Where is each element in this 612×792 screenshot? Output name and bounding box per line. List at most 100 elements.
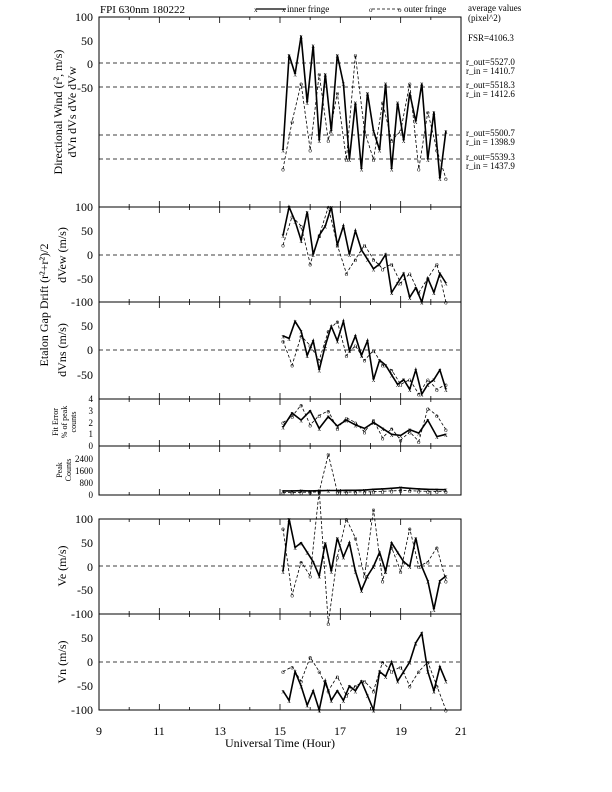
inner-fringe-point: x (420, 299, 424, 307)
outer-fringe-point: o (372, 488, 376, 496)
inner-fringe-point: x (299, 683, 303, 691)
inner-fringe-point: x (305, 549, 309, 557)
outer-fringe-point: o (408, 487, 412, 495)
ytick-label: 50 (81, 34, 93, 48)
outer-fringe-point: o (327, 687, 331, 695)
outer-fringe-point: o (308, 261, 312, 269)
inner-fringe-point: x (402, 270, 406, 278)
outer-fringe-point: o (381, 99, 385, 107)
inner-fringe-point: x (342, 318, 346, 326)
outer-fringe-point: o (363, 242, 367, 250)
outer-fringe-point: o (444, 577, 448, 585)
inner-fringe-point: x (384, 80, 388, 88)
outer-fringe-point: o (399, 280, 403, 288)
outer-fringe-point: o (290, 213, 294, 221)
outer-fringe-point: o (354, 683, 358, 691)
outer-fringe-point: o (345, 516, 349, 524)
inner-fringe-point: x (390, 431, 394, 439)
outer-fringe-point: o (327, 620, 331, 628)
yticks-ve: 100 50 0 -50 -100 (71, 512, 93, 621)
inner-fringe-point: x (342, 223, 346, 231)
inner-fringe-point: x (305, 208, 309, 216)
outer-fringe-point: o (435, 261, 439, 269)
ytick-label: 50 (81, 224, 93, 238)
outer-fringe-point: o (290, 413, 294, 421)
outer-fringe-point: o (354, 488, 358, 496)
inner-fringe-point: x (372, 128, 376, 136)
inner-fringe-point: x (287, 335, 291, 343)
inner-fringe-point: x (311, 687, 315, 695)
outer-fringe-line-directional_wind (282, 54, 447, 179)
legend-avg-unit: (pixel^2) (468, 13, 501, 23)
inner-fringe-point: x (426, 486, 430, 494)
inner-fringe-point: x (366, 692, 370, 700)
xtick-label: 9 (96, 724, 102, 738)
inner-fringe-point: x (342, 80, 346, 88)
outer-fringe-point: o (345, 156, 349, 164)
inner-fringe-point: x (366, 573, 370, 581)
outer-fringe-point: o (399, 381, 403, 389)
inner-fringe-line-dVns (282, 318, 447, 397)
outer-fringe-point: o (435, 488, 439, 496)
inner-fringe-point: x (281, 568, 285, 576)
outer-fringe-point: o (372, 417, 376, 425)
inner-fringe-point: x (287, 697, 291, 705)
inner-fringe-point: x (345, 487, 349, 495)
r-out-north: r_out=5539.3 (466, 152, 515, 162)
inner-fringe-point: x (399, 432, 403, 440)
outer-fringe-point: o (299, 223, 303, 231)
inner-fringe-line-peak_counts (283, 486, 446, 492)
fsr-annotation: FSR=4106.3 (468, 33, 514, 43)
inner-fringe-point: x (281, 424, 285, 432)
ytick-label: -100 (71, 703, 93, 717)
inner-fringe-point: x (299, 328, 303, 336)
outer-fringe-point: o (336, 673, 340, 681)
inner-fringe-point: x (414, 284, 418, 292)
outer-fringe-point: o (435, 386, 439, 394)
inner-fringe-point: x (408, 563, 412, 571)
inner-fringe-point: x (327, 413, 331, 421)
outer-fringe-point: o (408, 428, 412, 436)
inner-fringe-point: x (311, 42, 315, 50)
legend-avg-label: average values (468, 3, 522, 13)
inner-fringe-point: x (366, 90, 370, 98)
inner-fringe-point: x (342, 697, 346, 705)
inner-fringe-point: x (330, 204, 334, 212)
inner-fringe-point: x (396, 678, 400, 686)
inner-fringe-point: x (299, 487, 303, 495)
chart-title: FPI 630nm 180222 (100, 4, 185, 16)
outer-fringe-point: o (299, 332, 303, 340)
inner-fringe-point: x (348, 251, 352, 259)
inner-fringe-point: x (336, 535, 340, 543)
inner-fringe-point: x (432, 687, 436, 695)
inner-fringe-point: x (384, 568, 388, 576)
outer-fringe-point: o (381, 362, 385, 370)
outer-fringe-point: o (336, 488, 340, 496)
inner-fringe-point: x (426, 668, 430, 676)
outer-fringe-point: o (372, 347, 376, 355)
inner-fringe-line-Vn (282, 630, 447, 714)
ylabel-ve: Ve (m/s) (55, 546, 69, 587)
inner-fringe-point: x (438, 577, 442, 585)
outer-fringe-point: o (372, 256, 376, 264)
inner-fringe-point: x (444, 486, 448, 494)
inner-fringe-point: x (444, 280, 448, 288)
outer-fringe-point: o (308, 147, 312, 155)
inner-fringe-point: x (287, 52, 291, 60)
inner-fringe-point: x (420, 391, 424, 399)
outer-fringe-point: o (417, 668, 421, 676)
inner-fringe-point: x (336, 423, 340, 431)
ylabel-peak: Peak (55, 462, 64, 478)
outer-fringe-point: o (426, 275, 430, 283)
inner-fringe-point: x (354, 99, 358, 107)
inner-fringe-line-Ve (282, 518, 447, 610)
r-in-west: r_in = 1410.7 (466, 66, 515, 76)
inner-fringe-point: x (390, 539, 394, 547)
outer-fringe-point: o (417, 563, 421, 571)
inner-fringe-line-fit_error (282, 409, 447, 438)
outer-fringe-point: o (336, 242, 340, 250)
ytick-label: 100 (75, 200, 93, 214)
ytick-label: 50 (81, 536, 93, 550)
outer-fringe-point: o (345, 414, 349, 422)
